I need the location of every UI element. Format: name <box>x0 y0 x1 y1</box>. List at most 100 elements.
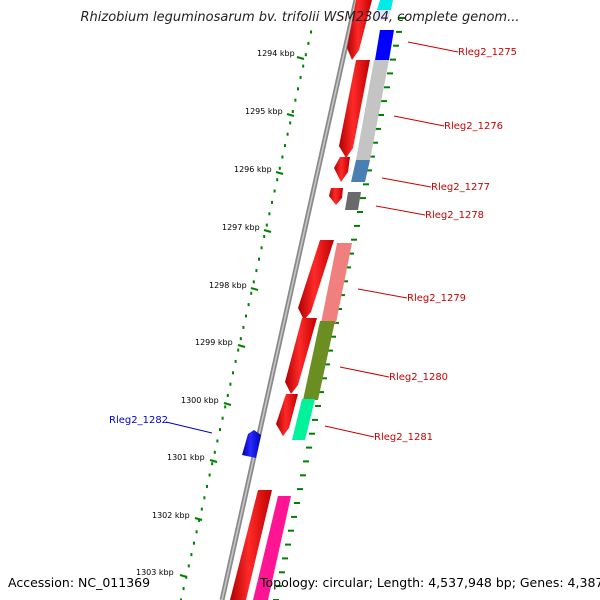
track-dot <box>200 507 203 511</box>
genome-backbone-highlight <box>221 0 357 600</box>
track-dot <box>216 439 219 443</box>
scale-tick <box>275 171 284 175</box>
cog-band[interactable] <box>375 30 394 60</box>
track-dot <box>271 200 273 204</box>
track-dot <box>366 169 372 172</box>
gene-label-rleg2-1279[interactable]: Rleg2_1279 <box>407 293 466 304</box>
track-dot <box>285 543 291 546</box>
track-dot <box>229 382 232 386</box>
track-dot <box>203 496 206 500</box>
cds-arrow[interactable] <box>329 188 343 205</box>
gene-label-rleg2-1281[interactable]: Rleg2_1281 <box>374 432 433 443</box>
scale-tick <box>263 229 272 233</box>
scale-tick <box>209 459 218 463</box>
reverse-gene-rleg2-1282[interactable] <box>242 430 261 458</box>
track-dot <box>255 269 258 273</box>
cog-band[interactable] <box>321 243 352 323</box>
scale-label: 1301 kbp <box>167 453 205 462</box>
track-dot <box>291 515 297 518</box>
track-dot <box>268 212 271 216</box>
track-dot <box>342 280 348 283</box>
track-dot <box>307 41 310 45</box>
track-dot <box>284 144 286 148</box>
cds-arrow[interactable] <box>285 318 317 394</box>
track-dot <box>351 238 357 241</box>
track-dot <box>180 598 182 600</box>
track-dot <box>213 450 216 454</box>
track-dot <box>324 363 330 366</box>
cog-band[interactable] <box>303 321 335 400</box>
track-dot <box>369 155 375 158</box>
cog-band[interactable] <box>253 496 291 600</box>
track-dot <box>357 211 363 213</box>
cog-band[interactable] <box>374 10 391 20</box>
track-dot <box>304 53 307 57</box>
track-dot <box>348 252 354 255</box>
scale-label: 1303 kbp <box>136 568 174 577</box>
track-dot <box>190 553 193 557</box>
scale-label: 1300 kbp <box>181 396 219 405</box>
label-leader <box>324 425 375 438</box>
feature-track-ticks <box>273 17 405 600</box>
scale-label: 1299 kbp <box>195 338 233 347</box>
cds-arrow[interactable] <box>347 0 372 60</box>
track-dot <box>312 418 318 421</box>
track-dot <box>250 291 253 295</box>
label-leader <box>339 366 390 378</box>
track-dot <box>193 541 195 545</box>
gene-label-rleg2-1276[interactable]: Rleg2_1276 <box>444 121 503 132</box>
cog-band[interactable] <box>345 192 361 210</box>
track-dot <box>260 246 263 250</box>
track-dot <box>302 64 305 68</box>
scale-label: 1296 kbp <box>234 165 272 174</box>
gene-label-rleg2-1275[interactable]: Rleg2_1275 <box>458 47 517 58</box>
track-dot <box>297 87 299 91</box>
cog-band[interactable] <box>356 60 389 160</box>
label-leader <box>165 421 213 434</box>
track-dot <box>239 337 242 341</box>
track-dot <box>297 488 303 491</box>
track-dot <box>258 257 260 261</box>
cog-band[interactable] <box>292 399 315 440</box>
track-dot <box>399 17 405 19</box>
track-dot <box>242 325 245 329</box>
track-dot <box>291 110 294 113</box>
cds-arrow[interactable] <box>276 394 298 436</box>
track-dot <box>195 530 198 534</box>
scale-tick <box>194 517 203 521</box>
track-dot <box>381 100 387 103</box>
gene-label-rleg2-1278[interactable]: Rleg2_1278 <box>425 210 484 221</box>
label-leader <box>407 41 459 53</box>
track-dot <box>182 587 185 591</box>
scale-label: 1297 kbp <box>222 223 260 232</box>
gene-label-rleg2-1280[interactable]: Rleg2_1280 <box>389 372 448 383</box>
track-dot <box>384 86 390 89</box>
cog-band[interactable] <box>351 160 370 182</box>
cog-band[interactable] <box>377 0 393 10</box>
track-dot <box>393 44 399 47</box>
cds-arrow[interactable] <box>339 60 370 158</box>
map-title: Rhizobium leguminosarum bv. trifolii WSM… <box>80 10 520 25</box>
track-dot <box>286 132 289 136</box>
gene-label-rleg2-1282[interactable]: Rleg2_1282 <box>109 415 168 426</box>
cds-arrow[interactable] <box>230 490 272 600</box>
track-dot <box>310 30 312 34</box>
scale-tick <box>296 56 305 60</box>
track-dot <box>232 371 234 375</box>
scale-label: 1302 kbp <box>152 511 190 520</box>
track-dot <box>237 348 240 352</box>
cds-arrow[interactable] <box>334 157 350 182</box>
label-leader <box>393 115 445 127</box>
label-leader <box>375 205 426 216</box>
gene-labels: Rleg2_1275 Rleg2_1276 Rleg2_1277 Rleg2_1… <box>109 41 517 443</box>
track-dot <box>345 266 351 269</box>
cds-arrow[interactable] <box>298 240 334 320</box>
track-dot <box>390 58 396 61</box>
gene-label-rleg2-1277[interactable]: Rleg2_1277 <box>431 182 490 193</box>
track-dot <box>387 72 393 75</box>
track-dot <box>299 75 302 79</box>
track-dot <box>211 462 214 466</box>
cog-features <box>253 0 394 600</box>
scale-label: 1295 kbp <box>245 107 283 116</box>
